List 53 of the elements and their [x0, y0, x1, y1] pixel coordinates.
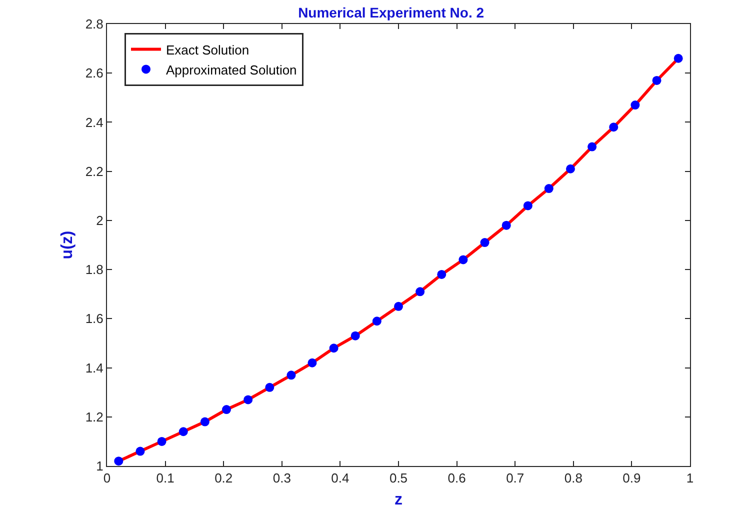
x-tick-label: 0.8	[564, 470, 582, 486]
point	[372, 316, 382, 326]
x-tick-label: 0.9	[622, 470, 641, 486]
point	[244, 395, 253, 404]
x-tick-label: 1	[686, 470, 694, 486]
chart-title: Numerical Experiment No. 2	[298, 4, 484, 21]
y-tick-label: 1.4	[85, 360, 104, 376]
point	[674, 54, 683, 63]
point	[222, 405, 232, 414]
point	[136, 446, 145, 456]
point	[480, 238, 490, 248]
point	[652, 76, 662, 85]
point	[308, 358, 317, 368]
y-tick-label: 2.2	[85, 164, 104, 179]
point	[178, 427, 188, 436]
x-tick-label: 0.7	[506, 470, 524, 486]
point	[544, 184, 554, 194]
point	[157, 436, 166, 446]
point	[458, 255, 468, 264]
y-tick-label: 1.2	[85, 409, 104, 424]
y-tick-label: 1	[96, 458, 104, 474]
y-tick-label: 2	[96, 212, 104, 228]
x-tick-label: 0.6	[448, 470, 466, 486]
x-tick-label: 0	[103, 470, 111, 486]
x-tick-label: 0.3	[272, 470, 291, 486]
y-tick-label: 2.6	[85, 66, 104, 81]
x-axis-title: z	[394, 491, 402, 508]
y-tick-label: 2.8	[85, 16, 104, 32]
point	[437, 270, 446, 279]
legend-label: Exact Solution	[166, 42, 250, 58]
x-tick-label: 0.4	[331, 470, 350, 486]
x-tick-label: 0.1	[156, 470, 174, 486]
point	[350, 331, 360, 340]
y-axis-title: u(z)	[59, 230, 76, 260]
x-tick-label: 0.2	[214, 470, 233, 486]
y-tick-label: 1.8	[85, 262, 104, 278]
point	[523, 201, 532, 210]
point	[502, 220, 511, 230]
point	[630, 100, 640, 110]
point	[329, 344, 338, 353]
y-tick-label: 2.4	[85, 114, 104, 130]
point	[200, 417, 210, 426]
point	[609, 122, 618, 132]
y-tick-label: 1.6	[85, 311, 104, 326]
point	[566, 164, 575, 174]
point	[416, 287, 425, 296]
point	[588, 142, 597, 152]
legend-label: Approximated Solution	[166, 62, 297, 78]
point	[286, 370, 296, 380]
point	[394, 302, 403, 311]
x-tick-label: 0.5	[389, 470, 408, 486]
point	[114, 456, 124, 466]
point	[265, 382, 274, 392]
